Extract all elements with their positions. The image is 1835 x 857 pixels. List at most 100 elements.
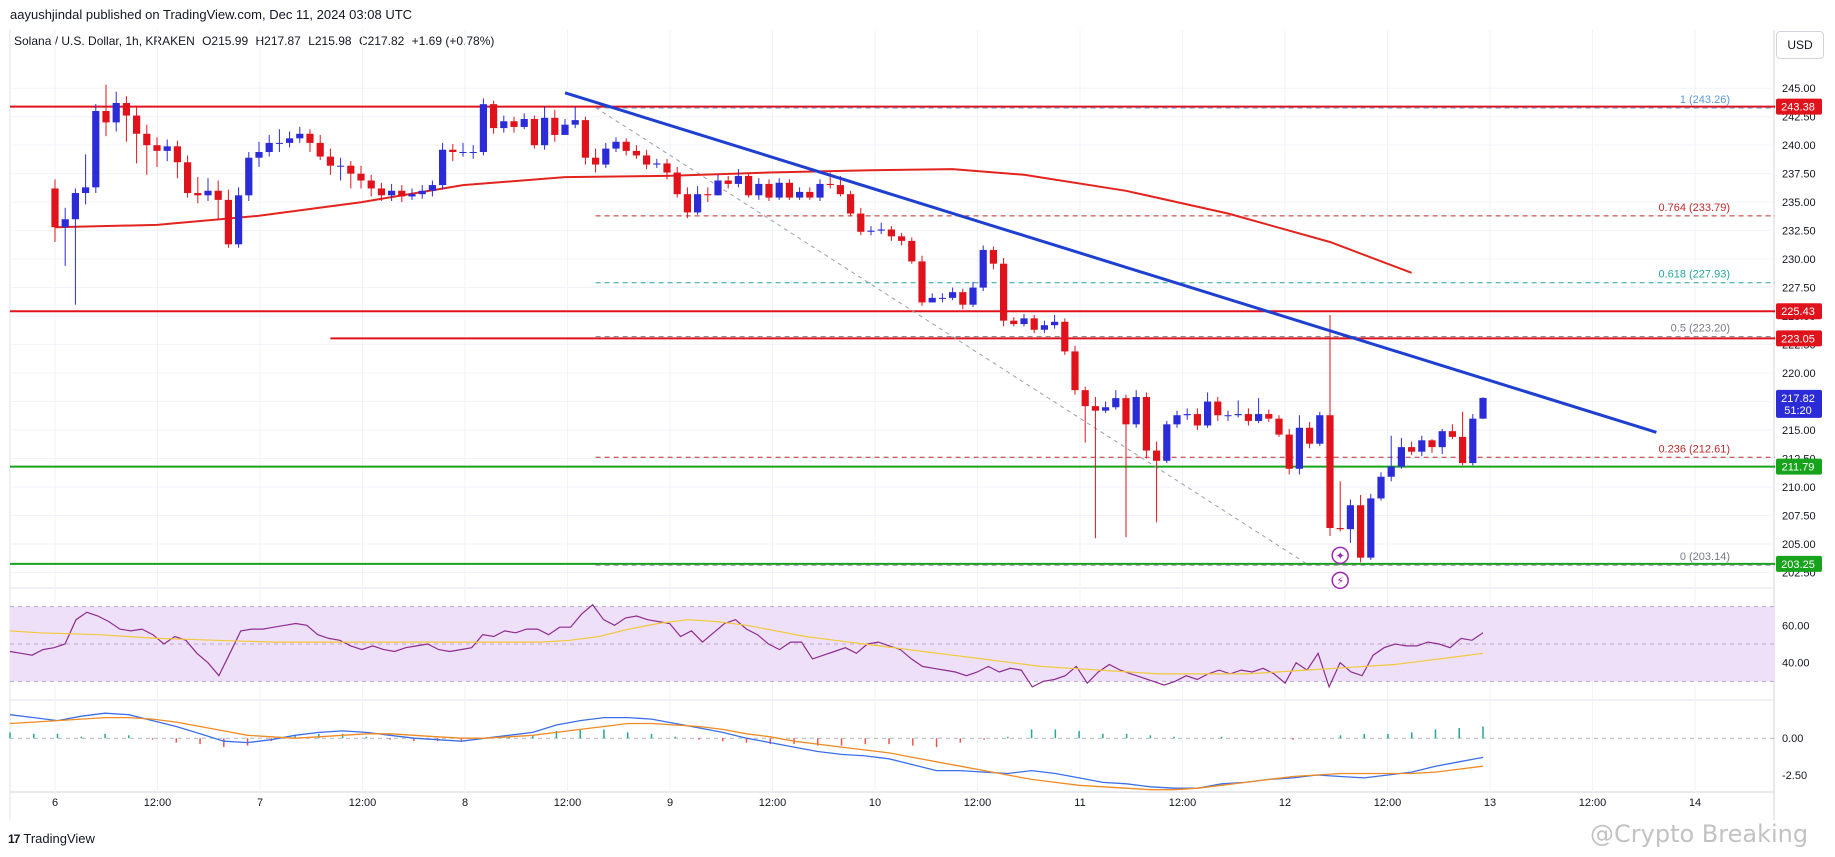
x-tick-label: 12:00 bbox=[759, 797, 787, 809]
candle-body bbox=[847, 194, 855, 214]
moving-average-line bbox=[54, 168, 1412, 274]
y-tick-label: 232.50 bbox=[1782, 226, 1816, 238]
candle-body bbox=[734, 175, 742, 184]
candle-body bbox=[1285, 434, 1293, 469]
fib-diagonal-line bbox=[595, 107, 1310, 567]
candle-body bbox=[1071, 351, 1079, 391]
candle-body bbox=[1479, 397, 1487, 419]
candle-body bbox=[51, 188, 59, 228]
candle-body bbox=[806, 191, 814, 198]
macd-signal-line bbox=[9, 716, 1484, 791]
candle-body bbox=[1132, 396, 1140, 425]
candle-body bbox=[194, 193, 202, 196]
price-badge bbox=[1776, 303, 1822, 320]
price-badge bbox=[1776, 330, 1822, 347]
candle-body bbox=[1428, 440, 1436, 448]
candle-body bbox=[163, 146, 171, 151]
candle-body bbox=[1397, 447, 1405, 467]
lightning-marker-glyph: ⚡ bbox=[1336, 574, 1344, 587]
candle-body bbox=[510, 121, 518, 127]
candle-body bbox=[796, 191, 804, 198]
rsi-ma-line bbox=[9, 619, 1484, 675]
candle-body bbox=[918, 261, 926, 303]
candle-body bbox=[316, 142, 324, 157]
price-badge-label: 211.79 bbox=[1782, 462, 1815, 474]
y-tick-label: 242.50 bbox=[1782, 112, 1816, 124]
candle-body bbox=[500, 121, 508, 129]
candle-body bbox=[449, 149, 457, 153]
candle-body bbox=[1122, 398, 1130, 425]
candle-body bbox=[1346, 505, 1354, 530]
y-tick-label: 207.50 bbox=[1782, 510, 1816, 522]
fib-level-label: 0 (203.14) bbox=[1680, 551, 1730, 563]
candle-body bbox=[1367, 498, 1375, 558]
y-tick-label: 245.00 bbox=[1782, 83, 1816, 95]
price-badge-label: 203.25 bbox=[1781, 559, 1815, 571]
candle-body bbox=[92, 110, 100, 188]
candle-body bbox=[1469, 418, 1477, 464]
candle-body bbox=[775, 182, 783, 198]
fib-level-label: 0.5 (223.20) bbox=[1671, 323, 1730, 335]
x-tick-label: 12:00 bbox=[349, 797, 377, 809]
publisher-info: aayushjindal published on TradingView.co… bbox=[10, 7, 413, 22]
candle-body bbox=[1265, 414, 1273, 419]
candle-body bbox=[337, 165, 345, 167]
candle-body bbox=[418, 190, 426, 195]
candle-body bbox=[1295, 427, 1303, 469]
rsi-tick-label: 60.00 bbox=[1782, 620, 1810, 632]
event-marker-glyph: ✦ bbox=[1336, 549, 1345, 562]
candle-body bbox=[908, 240, 916, 262]
candle-body bbox=[1306, 427, 1314, 444]
symbol-legend: Solana / U.S. Dollar, 1h, KRAKEN O215.99… bbox=[14, 34, 498, 48]
candle-body bbox=[622, 141, 630, 151]
candle-body bbox=[724, 180, 732, 184]
x-tick-label: 6 bbox=[52, 797, 58, 809]
candle-body bbox=[357, 173, 365, 181]
candle-body bbox=[326, 156, 334, 166]
candle-body bbox=[61, 219, 69, 228]
candle-body bbox=[1040, 325, 1048, 330]
candle-body bbox=[245, 157, 253, 196]
rsi-line bbox=[9, 603, 1484, 689]
candle-body bbox=[765, 183, 773, 198]
candle-body bbox=[408, 194, 416, 197]
fib-level-label: 0.236 (212.61) bbox=[1658, 443, 1730, 455]
candle-body bbox=[1357, 505, 1365, 558]
candle-body bbox=[1316, 415, 1324, 444]
candle-body bbox=[1275, 418, 1283, 435]
candle-body bbox=[1051, 321, 1059, 326]
currency-button[interactable]: USD bbox=[1776, 31, 1824, 59]
candle-body bbox=[836, 185, 844, 195]
x-tick-label: 12:00 bbox=[1579, 797, 1607, 809]
candle-body bbox=[296, 133, 304, 139]
candle-body bbox=[82, 187, 90, 194]
candle-body bbox=[551, 117, 559, 135]
candle-body bbox=[520, 118, 528, 127]
candle-body bbox=[1204, 401, 1212, 426]
tradingview-logo[interactable]: 17 TradingView bbox=[8, 831, 95, 846]
price-badge bbox=[1776, 98, 1822, 115]
candle-body bbox=[347, 165, 355, 174]
rsi-tick-label: 40.00 bbox=[1782, 658, 1810, 670]
candle-body bbox=[1377, 476, 1385, 499]
candle-body bbox=[1142, 396, 1150, 451]
candle-body bbox=[1214, 401, 1222, 416]
candle-body bbox=[1153, 450, 1161, 461]
x-tick-label: 12 bbox=[1279, 797, 1291, 809]
x-tick-label: 12:00 bbox=[1169, 797, 1197, 809]
candle-body bbox=[898, 236, 906, 241]
ohlc-open: O215.99 bbox=[202, 34, 249, 48]
macd-tick-label: 0.00 bbox=[1782, 733, 1803, 745]
candle-body bbox=[1244, 414, 1252, 421]
candle-body bbox=[204, 190, 212, 196]
event-marker-icon bbox=[1331, 546, 1349, 565]
price-badge-label: 225.43 bbox=[1781, 306, 1815, 318]
candle-body bbox=[561, 124, 569, 135]
candle-body bbox=[857, 213, 865, 232]
candle-body bbox=[112, 103, 120, 123]
bearish-trend-line bbox=[564, 91, 1657, 434]
candle-body bbox=[1326, 415, 1334, 529]
candle-body bbox=[265, 142, 273, 153]
macd-line bbox=[9, 712, 1484, 789]
